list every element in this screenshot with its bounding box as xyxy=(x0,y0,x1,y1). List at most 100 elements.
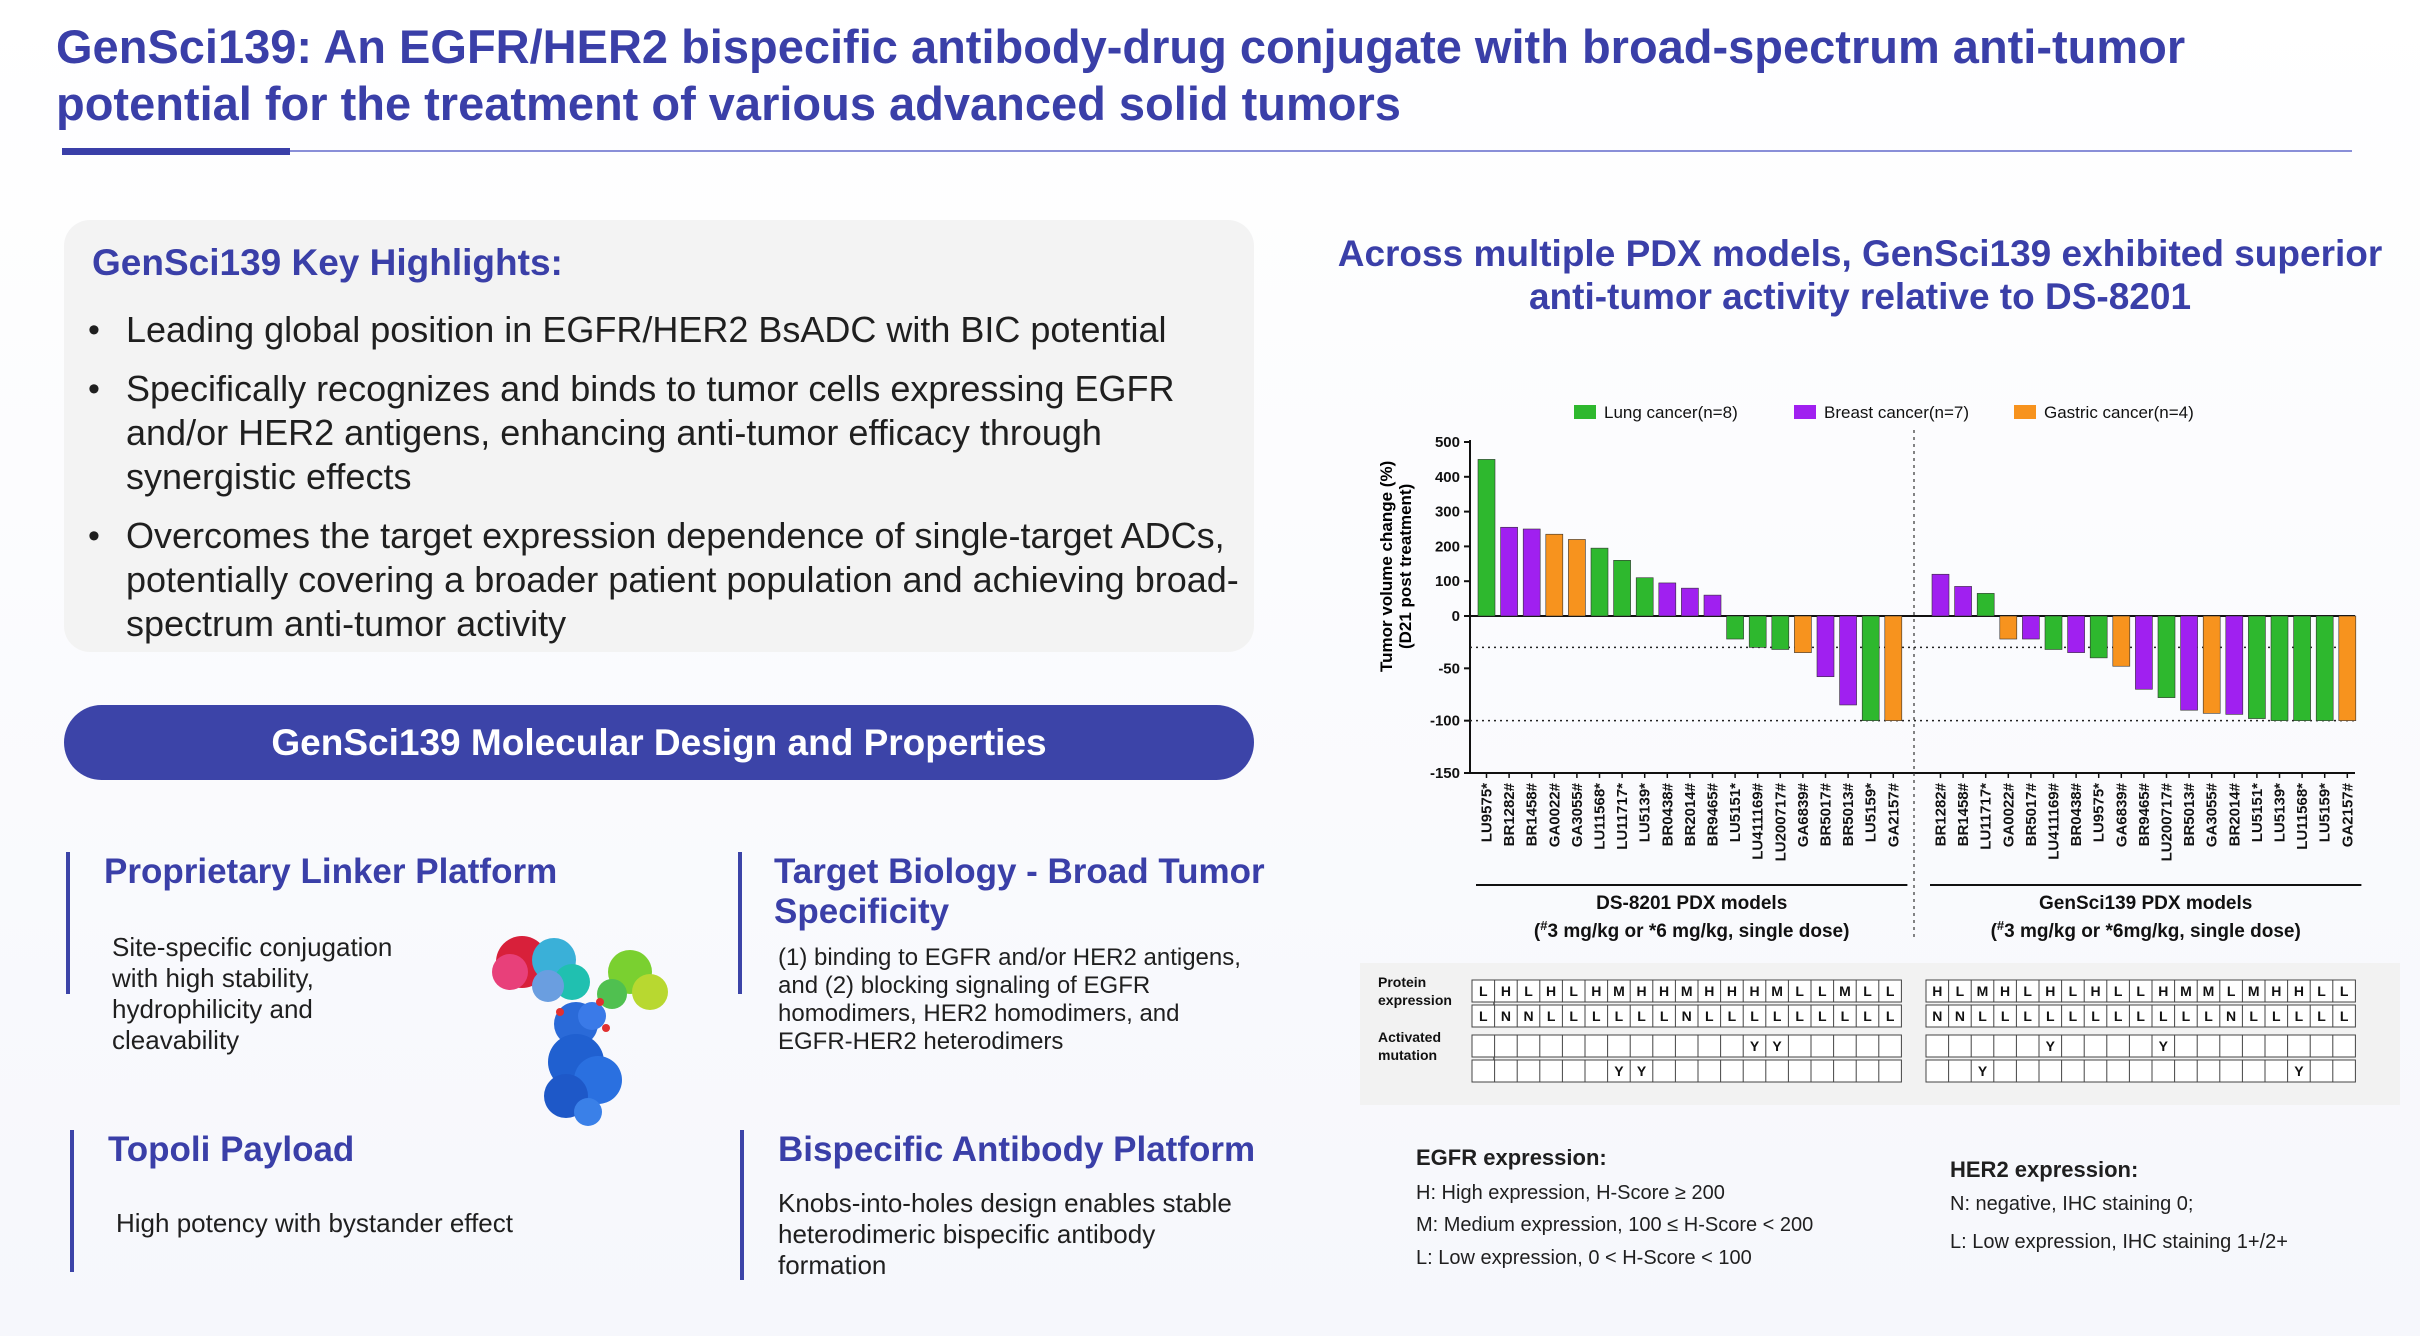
table-cell-value: L xyxy=(2227,983,2236,999)
table-cell-value: L xyxy=(1479,983,1488,999)
bar-gastric xyxy=(2338,615,2357,721)
table-cell-value: L xyxy=(1978,1008,1987,1024)
table-cell-value: M xyxy=(1613,983,1625,999)
table-cell-value: M xyxy=(1771,983,1783,999)
bar-gastric xyxy=(1999,615,2018,640)
table-cell-value: L xyxy=(1750,1008,1759,1024)
table-cell-value: H xyxy=(1932,983,1942,999)
table-cell-value: Y xyxy=(2046,1038,2056,1054)
x-tick-label: LU200717# xyxy=(1772,782,1789,861)
egfr-legend-line: L: Low expression, 0 < H-Score < 100 xyxy=(1416,1247,1752,1269)
bar-breast xyxy=(2225,615,2244,715)
table-cell-value: L xyxy=(1863,1008,1872,1024)
y-axis-label-line: Tumor volume change (%) xyxy=(1377,461,1396,672)
feature-title-payload: Topoli Payload xyxy=(108,1130,355,1169)
bar-breast xyxy=(1703,594,1722,617)
bar-lung xyxy=(1726,615,1744,640)
x-tick-label: BR9465# xyxy=(2136,782,2153,846)
table-cell-value: H xyxy=(2000,983,2010,999)
legend-swatch xyxy=(1574,405,1596,419)
x-tick-label: GA0022# xyxy=(1546,782,1563,847)
panel-title: GenSci139 PDX models xyxy=(2039,893,2252,914)
x-tick-label: BR2014# xyxy=(2226,782,2243,846)
table-cell-value: L xyxy=(1841,1008,1850,1024)
table-cell-value: M xyxy=(2248,983,2260,999)
table-cell-value: N xyxy=(1501,1008,1511,1024)
feature-text-bispecific: Knobs-into-holes design enables stable h… xyxy=(778,1188,1232,1280)
x-tick-label: LU5151* xyxy=(2249,783,2266,842)
x-tick-label: LU5159* xyxy=(2317,783,2334,842)
bar-breast xyxy=(1522,528,1541,617)
table-cell-value: L xyxy=(2159,1008,2168,1024)
bar-lung xyxy=(2270,615,2289,721)
x-tick-label: LU9575* xyxy=(2091,783,2108,842)
her2-legend-line: N: negative, IHC staining 0; xyxy=(1950,1193,2194,1215)
feature-accent-bar xyxy=(66,852,70,994)
bar-breast xyxy=(1839,615,1857,706)
highlight-item: Specifically recognizes and binds to tum… xyxy=(84,367,1244,499)
table-cell-value: N xyxy=(1523,1008,1533,1024)
y-tick-label: 300 xyxy=(1435,504,1460,521)
table-row-frame xyxy=(1471,1059,1902,1083)
bar-lung xyxy=(2157,615,2176,698)
legend-label: Breast cancer(n=7) xyxy=(1824,403,1969,422)
x-tick-label: LU411169# xyxy=(2046,782,2063,859)
bar-breast xyxy=(1681,587,1699,617)
table-cell-value: Y xyxy=(1750,1038,1760,1054)
y-tick-label: 400 xyxy=(1435,469,1460,486)
bar-lung xyxy=(1976,593,1995,617)
feature-title-target-biology: Target Biology - Broad Tumor Specificity xyxy=(774,852,1265,931)
feature-title-linker: Proprietary Linker Platform xyxy=(104,852,558,891)
her2-legend-title: HER2 expression: xyxy=(1950,1157,2139,1182)
table-cell-value: L xyxy=(2317,1008,2326,1024)
highlights-title: GenSci139 Key Highlights: xyxy=(92,242,563,283)
table-cell-value: L xyxy=(1886,983,1895,999)
table-cell-value: L xyxy=(1479,1008,1488,1024)
x-tick-label: BR9465# xyxy=(1705,782,1722,846)
y-axis-label: Tumor volume change (%)(D21 post treatme… xyxy=(1377,461,1415,672)
table-cell-value: H xyxy=(2045,983,2055,999)
table-cell-value: L xyxy=(2136,1008,2145,1024)
highlight-item: Leading global position in EGFR/HER2 BsA… xyxy=(84,308,1244,352)
table-cell-value: L xyxy=(1818,1008,1827,1024)
table-row-frame xyxy=(1925,1004,2356,1028)
table-cell-value: L xyxy=(2069,1008,2078,1024)
table-cell-value: L xyxy=(1637,1008,1646,1024)
table-row-frame xyxy=(1925,1034,2356,1058)
feature-accent-bar xyxy=(70,1130,74,1272)
x-tick-label: BR1458# xyxy=(1524,782,1541,846)
bar-breast xyxy=(2022,615,2040,640)
table-cell-value: L xyxy=(1569,983,1578,999)
bar-breast xyxy=(1658,582,1677,617)
bar-gastric xyxy=(2202,615,2221,714)
x-tick-label: GA6839# xyxy=(2113,782,2130,847)
bar-breast xyxy=(1931,573,1950,617)
table-cell-value: L xyxy=(1863,983,1872,999)
bar-lung xyxy=(1771,615,1790,650)
table-cell-value: L xyxy=(2340,983,2349,999)
table-cell-value: L xyxy=(1660,1008,1669,1024)
table-cell-value: N xyxy=(1682,1008,1692,1024)
chart-heading: Across multiple PDX models, GenSci139 ex… xyxy=(1337,233,2383,317)
highlights-list: Leading global position in EGFR/HER2 BsA… xyxy=(84,308,1244,661)
x-tick-label: LU9575* xyxy=(1479,783,1496,842)
table-cell-value: Y xyxy=(2294,1063,2304,1079)
bar-gastric xyxy=(1884,615,1903,721)
table-cell-value: L xyxy=(1795,1008,1804,1024)
table-cell-value: H xyxy=(1727,983,1737,999)
y-tick-label: -150 xyxy=(1430,765,1460,782)
x-tick-label: GA3055# xyxy=(1569,782,1586,847)
title-divider-accent xyxy=(62,148,290,155)
table-cell-value: L xyxy=(2091,1008,2100,1024)
table-cell-value: Y xyxy=(1978,1063,1988,1079)
table-cell-value: H xyxy=(2090,983,2100,999)
bar-lung xyxy=(2248,615,2266,719)
table-cell-value: L xyxy=(2023,983,2032,999)
x-tick-label: BR0438# xyxy=(1659,782,1676,846)
table-cell-value: L xyxy=(1728,1008,1737,1024)
x-tick-label: LU11568* xyxy=(2294,783,2311,850)
table-cell-value: M xyxy=(1681,983,1693,999)
table-group-label: expression xyxy=(1378,992,1452,1008)
x-tick-label: LU5139* xyxy=(1637,783,1654,842)
bar-gastric xyxy=(2112,615,2131,667)
